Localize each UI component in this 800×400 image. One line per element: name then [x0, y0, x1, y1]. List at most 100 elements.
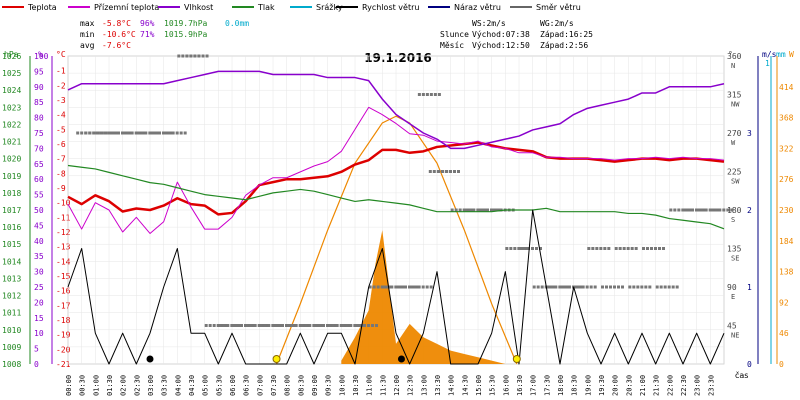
wind-direction-point — [376, 285, 380, 289]
wind-direction-point — [640, 285, 644, 289]
radiation-tick: 184 — [779, 237, 794, 246]
wind-tick: 3 — [747, 129, 752, 138]
wind-direction-point — [216, 324, 220, 327]
wind-direction-point — [273, 324, 276, 327]
x-tick: 03:30 — [161, 375, 169, 396]
humidity-tick: 40 — [34, 237, 44, 246]
wind-direction-point — [495, 208, 499, 212]
wind-direction-point — [361, 324, 365, 327]
x-tick: 09:30 — [325, 375, 333, 396]
wind-direction-point — [327, 324, 331, 327]
wind-direction-point — [289, 324, 292, 327]
wind-direction-point — [125, 131, 128, 135]
wind-direction-point — [396, 285, 399, 289]
pressure-tick: 1020 — [2, 155, 21, 164]
pressure-tick: 1024 — [2, 86, 21, 95]
plot-area — [67, 54, 734, 365]
humidity-tick: 75 — [34, 129, 44, 138]
wind-direction-point — [429, 93, 433, 96]
pressure-tick: 1021 — [2, 138, 21, 147]
wind-direction-point — [681, 208, 685, 212]
x-tick: 16:00 — [502, 375, 510, 396]
wind-direction-point — [560, 285, 563, 289]
wind-direction-point — [382, 285, 386, 289]
wind-direction-point — [163, 131, 167, 135]
wind-direction-point — [244, 324, 247, 327]
wind-direction-point — [390, 285, 394, 289]
wg-info: WG:2m/s — [540, 19, 574, 28]
wind-direction-point — [347, 324, 351, 327]
x-tick: 07:30 — [270, 375, 278, 396]
wind-direction-point — [230, 324, 234, 327]
wind-direction-point — [300, 324, 304, 327]
wind-direction-point — [95, 131, 99, 135]
wind-direction-point — [353, 324, 357, 327]
wind-direction-point — [263, 324, 267, 327]
wind-direction-point — [675, 285, 679, 289]
wind-direction-point — [566, 285, 570, 289]
moon-marker — [146, 355, 154, 363]
wind-direction-point — [417, 285, 421, 289]
wind-direction-point — [517, 247, 521, 250]
wind-direction-point — [201, 54, 205, 58]
wind-direction-point — [536, 285, 540, 289]
wind-direction-point — [535, 247, 538, 250]
x-tick: 10:00 — [338, 375, 346, 396]
sun-rise: Východ:07:38 — [472, 30, 530, 39]
wind-direction-point — [466, 208, 470, 212]
pressure-tick: 1026 — [2, 52, 21, 61]
wind-direction-point — [663, 285, 667, 289]
wind-direction-point — [367, 324, 370, 327]
wind-direction-point — [281, 324, 284, 327]
wind-direction-point — [644, 285, 648, 289]
wind-direction-point — [212, 324, 216, 327]
wind-direction-point — [99, 131, 103, 135]
wind-direction-point — [265, 324, 269, 327]
wind-direction-point — [271, 324, 275, 327]
legend-label: Náraz větru — [454, 3, 501, 12]
series-rychlost-v-tru — [67, 209, 725, 365]
x-tick: 04:30 — [188, 375, 196, 396]
sun-arc — [275, 115, 518, 365]
wind-direction-point — [689, 208, 693, 212]
x-tick: 12:00 — [393, 375, 401, 396]
wind-direction-point — [222, 324, 226, 327]
wind-direction-point — [306, 324, 310, 327]
temperature-tick: -4 — [56, 111, 66, 120]
wind-direction-point — [302, 324, 306, 327]
wind-direction-point — [142, 131, 146, 135]
wind-direction-point — [92, 131, 96, 135]
wind-direction-point — [576, 285, 579, 289]
wind-direction-point — [185, 54, 189, 58]
direction-tick: 180 — [727, 206, 742, 215]
wind-direction-point — [245, 324, 249, 327]
direction-unit: ° — [728, 50, 733, 59]
wind-direction-point — [156, 131, 160, 135]
wind-direction-point — [636, 285, 640, 289]
radiation-area — [341, 230, 506, 364]
wind-direction-point — [421, 93, 425, 96]
direction-tick-label: N — [731, 62, 735, 70]
wind-direction-point — [285, 324, 288, 327]
wind-direction-point — [154, 131, 157, 135]
wind-direction-point — [437, 170, 440, 173]
wind-direction-point — [432, 170, 436, 173]
wind-direction-point — [527, 247, 530, 250]
chart-title: 19.1.2016 — [364, 51, 432, 65]
x-tick: 21:30 — [653, 375, 661, 396]
pressure-tick: 1025 — [2, 69, 21, 78]
wind-direction-point — [457, 170, 460, 173]
axes: hPa1008100910101011101210131014101510161… — [2, 50, 794, 396]
wind-direction-point — [708, 208, 712, 212]
max-press: 1019.7hPa — [164, 19, 208, 28]
x-tick: 15:30 — [489, 375, 497, 396]
x-tick: 20:00 — [612, 375, 620, 396]
min-press: 1015.9hPa — [164, 30, 208, 39]
x-tick: 05:00 — [202, 375, 210, 396]
wind-direction-point — [298, 324, 302, 327]
wind-direction-point — [388, 285, 392, 289]
wind-direction-point — [275, 324, 279, 327]
wind-direction-point — [687, 208, 690, 212]
wind-direction-point — [605, 285, 608, 289]
x-tick: 11:30 — [379, 375, 387, 396]
